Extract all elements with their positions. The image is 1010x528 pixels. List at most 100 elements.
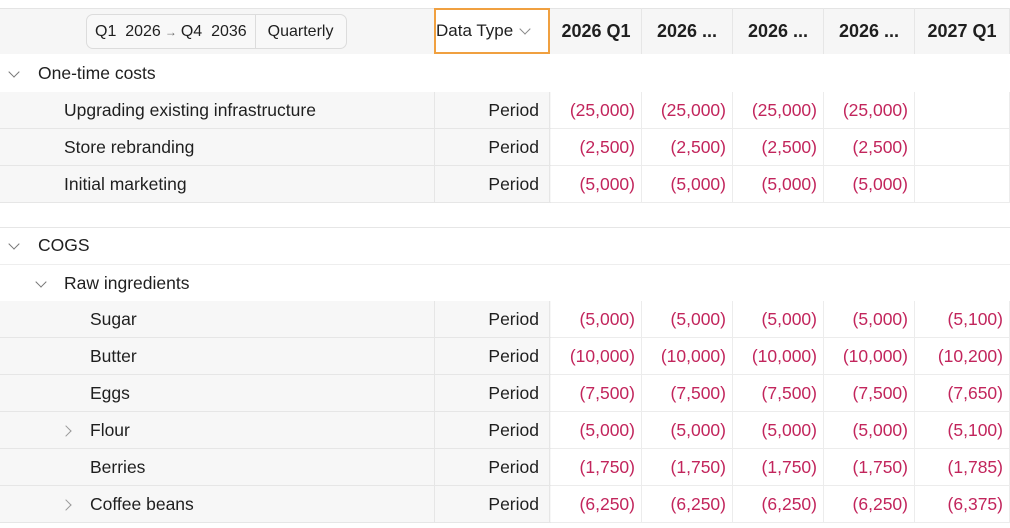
value-cell[interactable]: (7,650) [915, 375, 1010, 412]
value-cell[interactable]: (1,785) [915, 449, 1010, 486]
column-header[interactable]: 2026 ... [642, 8, 733, 54]
divider [254, 15, 256, 48]
data-type-cell[interactable]: Period [434, 486, 550, 523]
data-type-cell[interactable]: Period [434, 92, 550, 129]
value-cell[interactable]: (10,000) [642, 338, 733, 375]
value-cell[interactable]: (2,500) [642, 129, 733, 166]
value-cell[interactable]: (5,000) [733, 301, 824, 338]
value-cell[interactable] [915, 166, 1010, 203]
row-label: Sugar [90, 309, 137, 329]
chevron-down-icon[interactable] [8, 55, 20, 92]
data-type-cell[interactable]: Period [434, 129, 550, 166]
value-cell[interactable]: (25,000) [733, 92, 824, 129]
row-label: Store rebranding [64, 137, 195, 157]
data-type-cell[interactable]: Period [434, 301, 550, 338]
column-header[interactable]: 2026 ... [733, 8, 824, 54]
value-cell[interactable]: (2,500) [733, 129, 824, 166]
value-cell[interactable]: (5,000) [642, 412, 733, 449]
value-cell[interactable]: (7,500) [733, 375, 824, 412]
period-select[interactable]: Quarterly [256, 15, 342, 48]
row-label: Coffee beans [90, 494, 194, 514]
value-cell[interactable]: (5,000) [642, 301, 733, 338]
value-cell[interactable]: (25,000) [642, 92, 733, 129]
row-label: Flour [90, 420, 130, 440]
chevron-down-icon[interactable] [8, 227, 20, 264]
column-header[interactable]: 2026 Q1 [551, 8, 642, 54]
date-range-button[interactable]: Q1 2026 → Q4 2036 [87, 15, 255, 48]
table-row[interactable]: Initial marketing Period (5,000) (5,000)… [0, 166, 1010, 203]
value-cell[interactable]: (1,750) [824, 449, 915, 486]
table-row[interactable]: Sugar Period (5,000) (5,000) (5,000) (5,… [0, 301, 1010, 338]
column-header[interactable]: 2026 ... [824, 8, 915, 54]
value-cell[interactable]: (1,750) [642, 449, 733, 486]
value-cell[interactable]: (10,000) [733, 338, 824, 375]
value-cell[interactable]: (10,200) [915, 338, 1010, 375]
value-cell[interactable]: (7,500) [551, 375, 642, 412]
table-row[interactable]: Store rebranding Period (2,500) (2,500) … [0, 129, 1010, 166]
table-row[interactable]: Coffee beans Period (6,250) (6,250) (6,2… [0, 486, 1010, 523]
value-cell[interactable]: (6,250) [824, 486, 915, 523]
value-cell[interactable]: (25,000) [551, 92, 642, 129]
column-header-label: 2026 ... [747, 20, 809, 41]
value-cell[interactable]: (5,000) [551, 412, 642, 449]
table-row[interactable]: Butter Period (10,000) (10,000) (10,000)… [0, 338, 1010, 375]
data-type-cell[interactable]: Period [434, 449, 550, 486]
row-label: Eggs [90, 383, 130, 403]
table-row[interactable]: Eggs Period (7,500) (7,500) (7,500) (7,5… [0, 375, 1010, 412]
value-cell[interactable]: (5,000) [733, 166, 824, 203]
value-cell[interactable]: (5,000) [824, 166, 915, 203]
data-type-cell[interactable]: Period [434, 338, 550, 375]
value-cell[interactable]: (5,000) [551, 301, 642, 338]
value-cell[interactable]: (6,250) [551, 486, 642, 523]
value-cell[interactable]: (10,000) [551, 338, 642, 375]
date-range-control[interactable]: Q1 2026 → Q4 2036 Quarterly [86, 14, 347, 49]
data-type-cell[interactable]: Period [434, 412, 550, 449]
table-row[interactable]: Flour Period (5,000) (5,000) (5,000) (5,… [0, 412, 1010, 449]
table-row[interactable]: Berries Period (1,750) (1,750) (1,750) (… [0, 449, 1010, 486]
section-title: One-time costs [38, 63, 156, 83]
row-label: Initial marketing [64, 174, 187, 194]
data-type-label: Data Type [436, 21, 514, 40]
value-cell[interactable]: (5,000) [733, 412, 824, 449]
column-header-label: 2026 ... [656, 20, 718, 41]
section-header-cogs[interactable]: COGS [0, 227, 1010, 264]
value-cell[interactable]: (5,100) [915, 301, 1010, 338]
value-cell[interactable]: (1,750) [733, 449, 824, 486]
column-header-label: 2026 ... [838, 20, 900, 41]
value-cell[interactable]: (25,000) [824, 92, 915, 129]
value-cell[interactable]: (7,500) [642, 375, 733, 412]
row-label: Berries [90, 457, 146, 477]
value-cell[interactable]: (1,750) [551, 449, 642, 486]
value-cell[interactable]: (2,500) [551, 129, 642, 166]
section-title: COGS [38, 235, 90, 255]
section-header-one-time-costs[interactable]: One-time costs [0, 55, 1010, 92]
arrow-right-icon: → [164, 24, 177, 39]
value-cell[interactable]: (5,000) [824, 412, 915, 449]
value-cell[interactable]: (10,000) [824, 338, 915, 375]
value-cell[interactable]: (5,000) [824, 301, 915, 338]
column-header[interactable]: 2027 Q1 [915, 8, 1010, 54]
group-header-raw-ingredients[interactable]: Raw ingredients [0, 264, 1010, 301]
chevron-right-icon[interactable] [60, 412, 72, 449]
value-cell[interactable]: (6,250) [642, 486, 733, 523]
value-cell[interactable]: (5,000) [551, 166, 642, 203]
value-cell[interactable] [915, 129, 1010, 166]
row-label: Butter [90, 346, 137, 366]
value-cell[interactable]: (6,375) [915, 486, 1010, 523]
chevron-down-icon[interactable] [35, 265, 47, 302]
table-row[interactable]: Upgrading existing infrastructure Period… [0, 92, 1010, 129]
data-type-cell[interactable]: Period [434, 166, 550, 203]
value-cell[interactable]: (7,500) [824, 375, 915, 412]
value-cell[interactable]: (2,500) [824, 129, 915, 166]
period-label: Quarterly [267, 22, 334, 40]
value-cell[interactable]: (5,000) [642, 166, 733, 203]
column-header-label: 2027 Q1 [927, 20, 997, 41]
row-label: Upgrading existing infrastructure [64, 100, 316, 120]
data-type-cell[interactable]: Period [434, 375, 550, 412]
value-cell[interactable] [915, 92, 1010, 129]
data-type-column-header[interactable]: Data Type [434, 8, 550, 54]
chevron-right-icon[interactable] [60, 486, 72, 523]
column-header-label: 2026 Q1 [561, 20, 631, 41]
value-cell[interactable]: (5,100) [915, 412, 1010, 449]
value-cell[interactable]: (6,250) [733, 486, 824, 523]
